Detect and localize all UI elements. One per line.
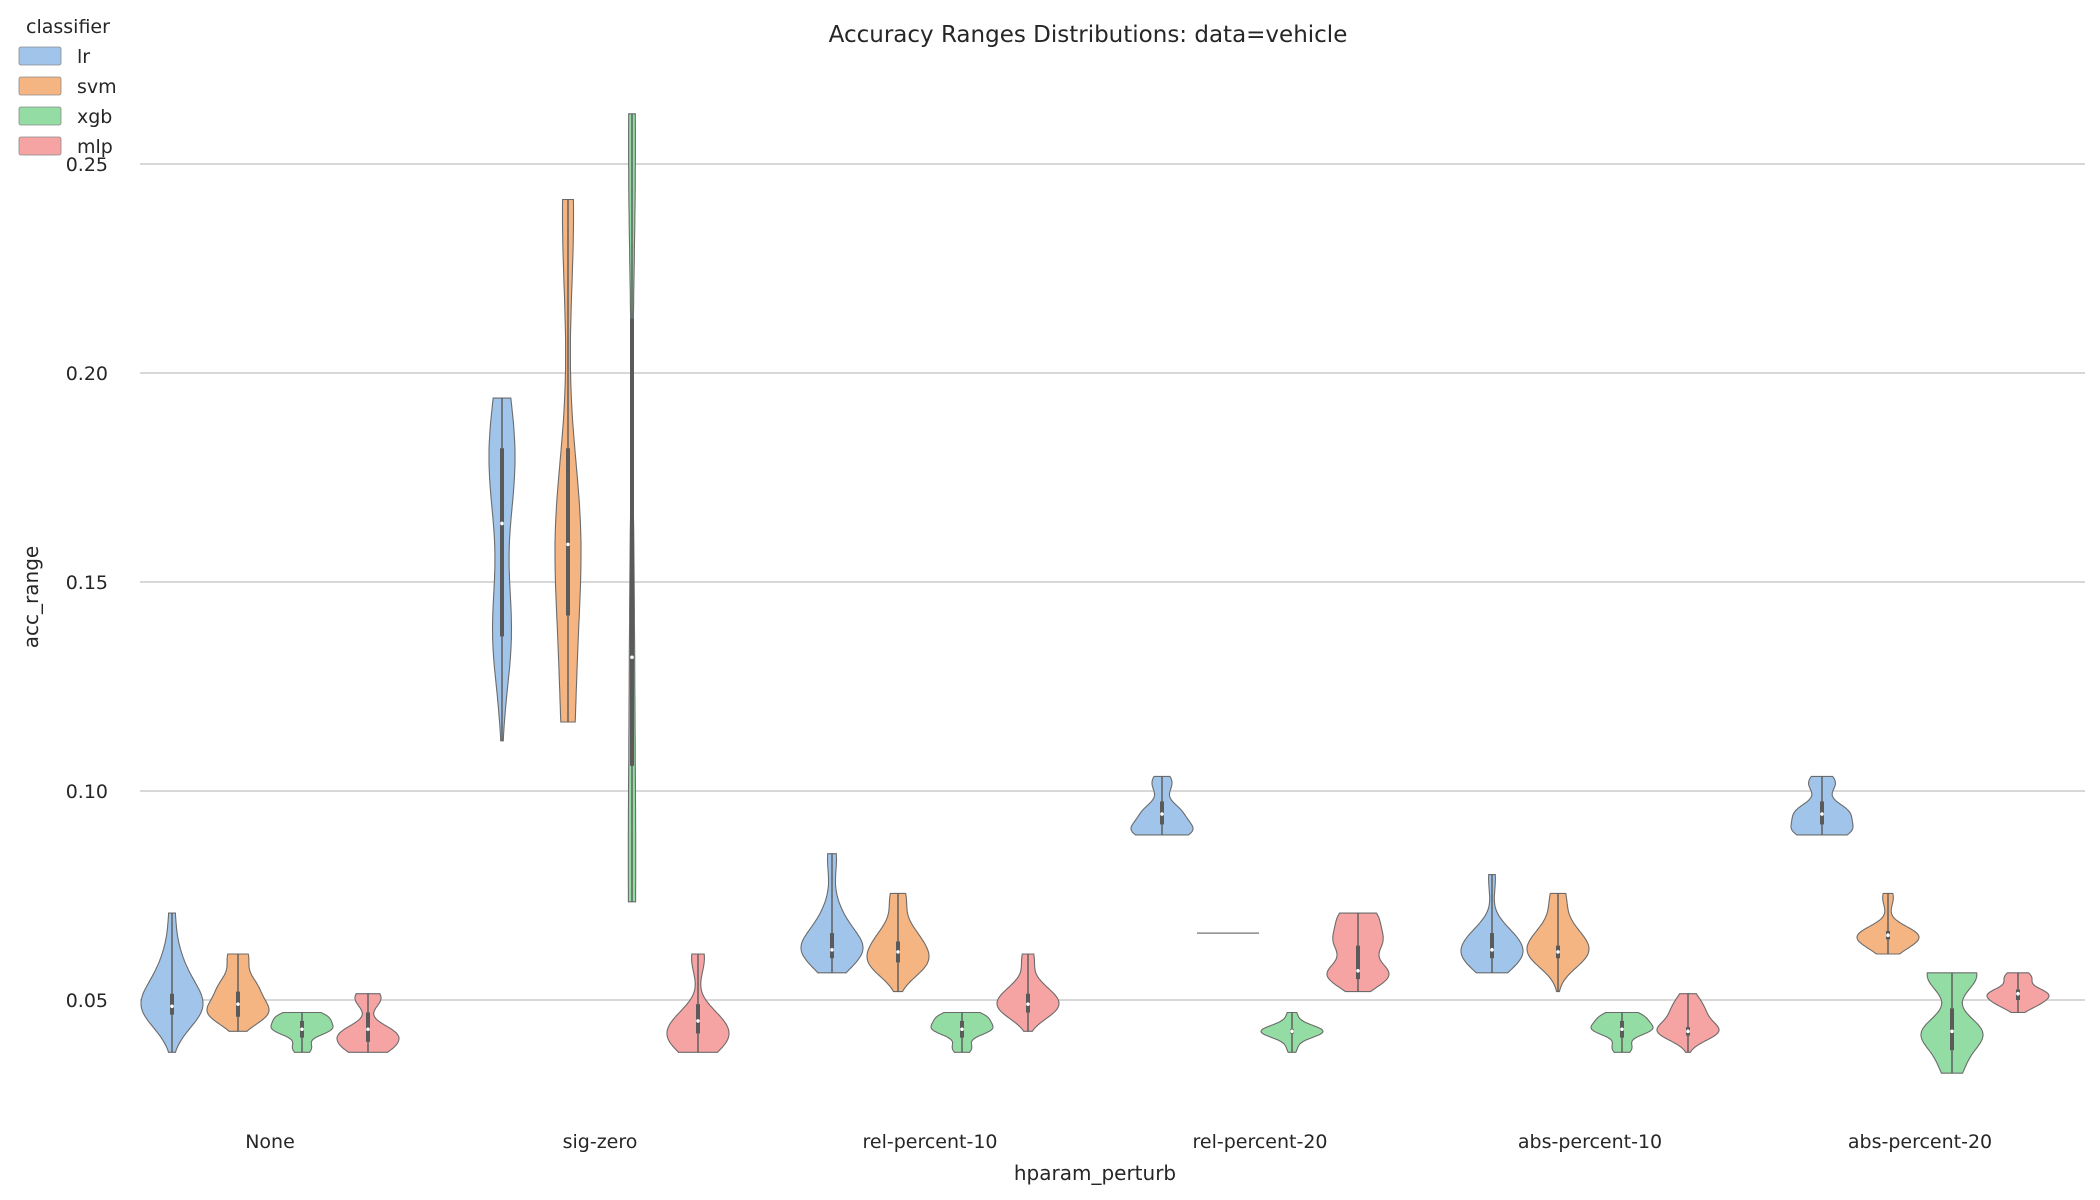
- violin-mlp-rel-percent-20: [1326, 912, 1390, 993]
- violin-svm-abs-percent-20: [1856, 892, 1920, 955]
- violin-mlp-sig-zero: [666, 953, 730, 1053]
- x-tick-label-rel-percent-10: rel-percent-10: [862, 1131, 997, 1153]
- violin-median: [236, 1002, 240, 1006]
- x-axis-label: hparam_perturb: [1014, 1161, 1176, 1185]
- violin-median: [566, 542, 570, 547]
- violin-median: [1820, 812, 1824, 816]
- violin-median: [500, 521, 504, 526]
- violin-mlp-abs-percent-10: [1656, 993, 1720, 1053]
- violin-median: [1950, 1029, 1954, 1034]
- violin-median: [630, 655, 634, 660]
- violin-median: [1290, 1029, 1294, 1034]
- legend-item-svm: svm: [18, 76, 117, 98]
- legend-swatch-mlp: [18, 136, 62, 156]
- x-tick-label-abs-percent-10: abs-percent-10: [1518, 1131, 1662, 1153]
- violin-median: [960, 1027, 964, 1032]
- violin-mlp-rel-percent-10: [996, 953, 1060, 1032]
- violin-median: [1556, 950, 1560, 954]
- y-axis-label: acc_range: [19, 546, 43, 648]
- violin-median: [300, 1027, 304, 1032]
- violin-median: [1886, 933, 1890, 938]
- legend-item-xgb: xgb: [18, 106, 112, 128]
- legend-item-mlp: mlp: [18, 136, 113, 158]
- violin-median: [1620, 1027, 1624, 1032]
- violin-median: [1026, 1002, 1030, 1006]
- axis-ticks: 0.05 0.10 0.15 0.20 0.25 None sig-zero rel-perc…: [66, 154, 1992, 1153]
- legend-swatch-xgb: [18, 106, 62, 126]
- violin-lr-abs-percent-20: [1790, 775, 1854, 836]
- violin-median: [896, 950, 900, 954]
- x-tick-label-sig-zero: sig-zero: [563, 1131, 638, 1153]
- x-tick-label-rel-percent-20: rel-percent-20: [1192, 1131, 1327, 1153]
- legend-swatch-lr: [18, 46, 62, 66]
- y-tick-label: 0.10: [66, 781, 108, 803]
- legend: classifier lr svm xgb mlp: [18, 16, 117, 158]
- y-tick-label: 0.05: [66, 990, 108, 1012]
- violin-svm-None: [206, 953, 270, 1032]
- x-tick-label-None: None: [245, 1131, 295, 1153]
- legend-label-lr: lr: [77, 46, 90, 68]
- x-tick-label-abs-percent-20: abs-percent-20: [1848, 1131, 1992, 1153]
- violin-lr-abs-percent-10: [1460, 874, 1524, 974]
- violin-xgb-abs-percent-20: [1920, 972, 1984, 1074]
- violin-median: [1686, 1029, 1690, 1034]
- legend-title: classifier: [26, 16, 110, 38]
- violin-lr-None: [140, 912, 204, 1053]
- violin-xgb-abs-percent-10: [1590, 1011, 1654, 1053]
- y-tick-label: 0.15: [66, 572, 108, 594]
- violin-median: [696, 1019, 700, 1023]
- violin-median: [1160, 812, 1164, 816]
- y-tick-label: 0.25: [66, 154, 108, 176]
- violin-xgb-rel-percent-10: [930, 1011, 994, 1053]
- violin-median: [1490, 948, 1494, 952]
- violin-mlp-abs-percent-20: [1986, 972, 2050, 1014]
- gridlines: [140, 163, 2085, 1001]
- violin-mlp-None: [336, 993, 400, 1053]
- violin-lr-rel-percent-20: [1130, 775, 1194, 836]
- violin-svm-abs-percent-10: [1526, 892, 1590, 993]
- chart-title: Accuracy Ranges Distributions: data=vehi…: [829, 22, 1348, 48]
- legend-label-mlp: mlp: [77, 136, 113, 158]
- violin-lr-sig-zero: [488, 397, 516, 742]
- violin-svm-rel-percent-10: [866, 892, 930, 993]
- legend-item-lr: lr: [18, 46, 90, 68]
- legend-label-svm: svm: [77, 76, 117, 98]
- legend-label-xgb: xgb: [77, 106, 112, 128]
- violin-median: [2016, 991, 2020, 996]
- violin-xgb-rel-percent-20: [1260, 1011, 1324, 1053]
- violin-xgb-sig-zero: [627, 113, 637, 903]
- violin-median: [170, 1004, 174, 1009]
- violin-median: [830, 948, 834, 952]
- violin-median: [366, 1027, 370, 1032]
- violin-xgb-None: [270, 1011, 334, 1053]
- y-tick-label: 0.20: [66, 363, 108, 385]
- violin-svm-sig-zero: [554, 198, 582, 723]
- violin-median: [1356, 968, 1360, 973]
- violins: [140, 113, 2050, 1074]
- legend-swatch-svm: [18, 76, 62, 96]
- violin-lr-rel-percent-10: [800, 853, 864, 974]
